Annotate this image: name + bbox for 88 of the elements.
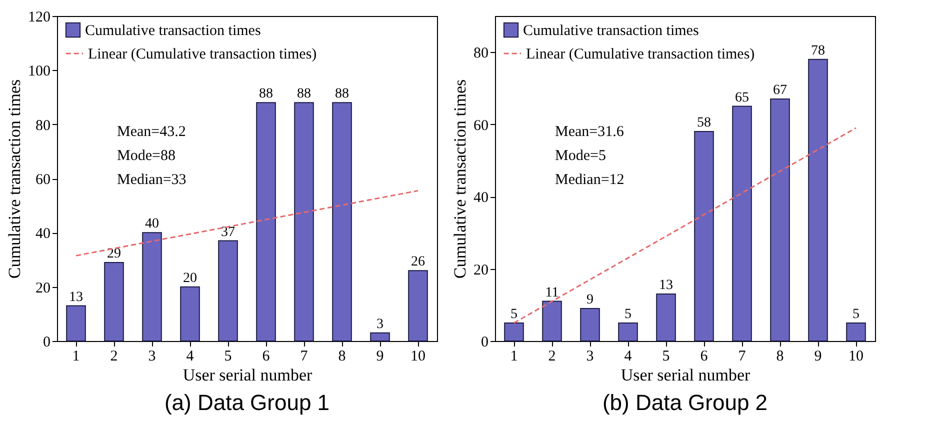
- x-tick-label: 5: [662, 348, 670, 364]
- data-label: 40: [145, 216, 159, 232]
- y-axis-title: Cumulative transaction times: [5, 79, 24, 279]
- annotation: Mode=5: [555, 148, 606, 164]
- x-tick-label: 7: [300, 348, 308, 364]
- data-label: 11: [545, 285, 559, 300]
- annotation: Mode=88: [117, 148, 176, 164]
- data-label: 26: [411, 254, 425, 270]
- x-axis-title: User serial number: [620, 366, 751, 384]
- y-tick-label: 40: [474, 190, 488, 206]
- x-tick-label: 5: [224, 348, 232, 364]
- x-tick-label: 6: [700, 348, 708, 364]
- annotation: Median=12: [555, 172, 624, 188]
- data-label: 88: [259, 86, 273, 102]
- data-label: 29: [107, 246, 121, 262]
- bar: [504, 322, 524, 342]
- data-label: 13: [659, 278, 673, 294]
- bar: [332, 102, 352, 342]
- bar: [218, 240, 238, 342]
- bar: [846, 322, 866, 342]
- legend-label: Cumulative transaction times: [523, 23, 699, 39]
- y-tick-label: 60: [36, 172, 50, 188]
- x-tick-label: 10: [848, 348, 864, 364]
- legend-label: Cumulative transaction times: [85, 23, 261, 39]
- bar: [66, 305, 86, 342]
- bar: [770, 98, 790, 342]
- x-tick-label: 4: [186, 348, 194, 364]
- x-tick-label: 3: [148, 348, 156, 364]
- x-tick-label: 9: [376, 348, 384, 364]
- bar: [180, 286, 200, 342]
- y-axis-title: Cumulative transaction times: [450, 79, 470, 279]
- legend-label: Linear (Cumulative transaction times): [526, 46, 755, 62]
- annotation: Median=33: [117, 172, 186, 188]
- y-tick-label: 80: [36, 118, 50, 134]
- data-label: 37: [221, 224, 235, 240]
- data-label: 5: [624, 306, 632, 322]
- x-axis-title: User serial number: [182, 366, 313, 384]
- x-tick-label: 1: [72, 348, 80, 364]
- bar: [580, 308, 600, 342]
- data-label: 3: [376, 316, 384, 332]
- bar: [542, 300, 562, 342]
- data-label: 78: [811, 43, 825, 58]
- x-tick-label: 10: [410, 348, 426, 364]
- x-tick-label: 9: [814, 348, 822, 364]
- bar: [408, 270, 428, 342]
- bar: [618, 322, 638, 342]
- x-tick-label: 6: [262, 348, 270, 364]
- bar: [694, 131, 714, 342]
- data-label: 88: [297, 86, 311, 102]
- x-tick-label: 7: [738, 348, 746, 364]
- bar: [732, 106, 752, 342]
- data-label: 67: [773, 83, 787, 98]
- data-label: 65: [735, 90, 749, 106]
- annotation: Mean=43.2: [117, 124, 186, 140]
- x-tick-label: 1: [510, 348, 518, 364]
- bar: [294, 102, 314, 342]
- x-tick-label: 8: [776, 348, 784, 364]
- y-tick-label: 80: [474, 46, 488, 62]
- y-tick-label: 40: [36, 226, 50, 242]
- data-label: 5: [510, 306, 518, 322]
- annotation: Mean=31.6: [555, 124, 624, 140]
- data-label: 9: [586, 292, 594, 308]
- x-tick-label: 2: [110, 348, 118, 364]
- bar: [656, 294, 676, 342]
- y-tick-label: 120: [28, 10, 50, 26]
- text: (b) Data Group 2: [602, 390, 768, 415]
- data-label: 58: [697, 116, 711, 131]
- bar: [808, 58, 828, 342]
- x-tick-label: 2: [548, 348, 556, 364]
- x-tick-label: 8: [338, 348, 346, 364]
- y-tick-label: 20: [36, 280, 50, 296]
- legend-label: Linear (Cumulative transaction times): [88, 46, 317, 62]
- bar: [142, 232, 162, 342]
- data-label: 88: [335, 86, 349, 102]
- y-tick-label: 20: [474, 262, 488, 278]
- bar: [104, 262, 124, 342]
- y-tick-label: 100: [28, 64, 50, 80]
- y-tick-label: 0: [481, 334, 488, 350]
- bar: [256, 102, 276, 342]
- data-label: 20: [183, 270, 197, 286]
- data-label: 13: [69, 290, 83, 305]
- bar: [370, 332, 390, 342]
- y-tick-label: 60: [474, 118, 488, 134]
- data-label: 5: [852, 306, 860, 322]
- text: (a) Data Group 1: [164, 390, 330, 415]
- y-tick-label: 0: [43, 334, 50, 350]
- x-tick-label: 4: [624, 348, 632, 364]
- x-tick-label: 3: [586, 348, 594, 364]
